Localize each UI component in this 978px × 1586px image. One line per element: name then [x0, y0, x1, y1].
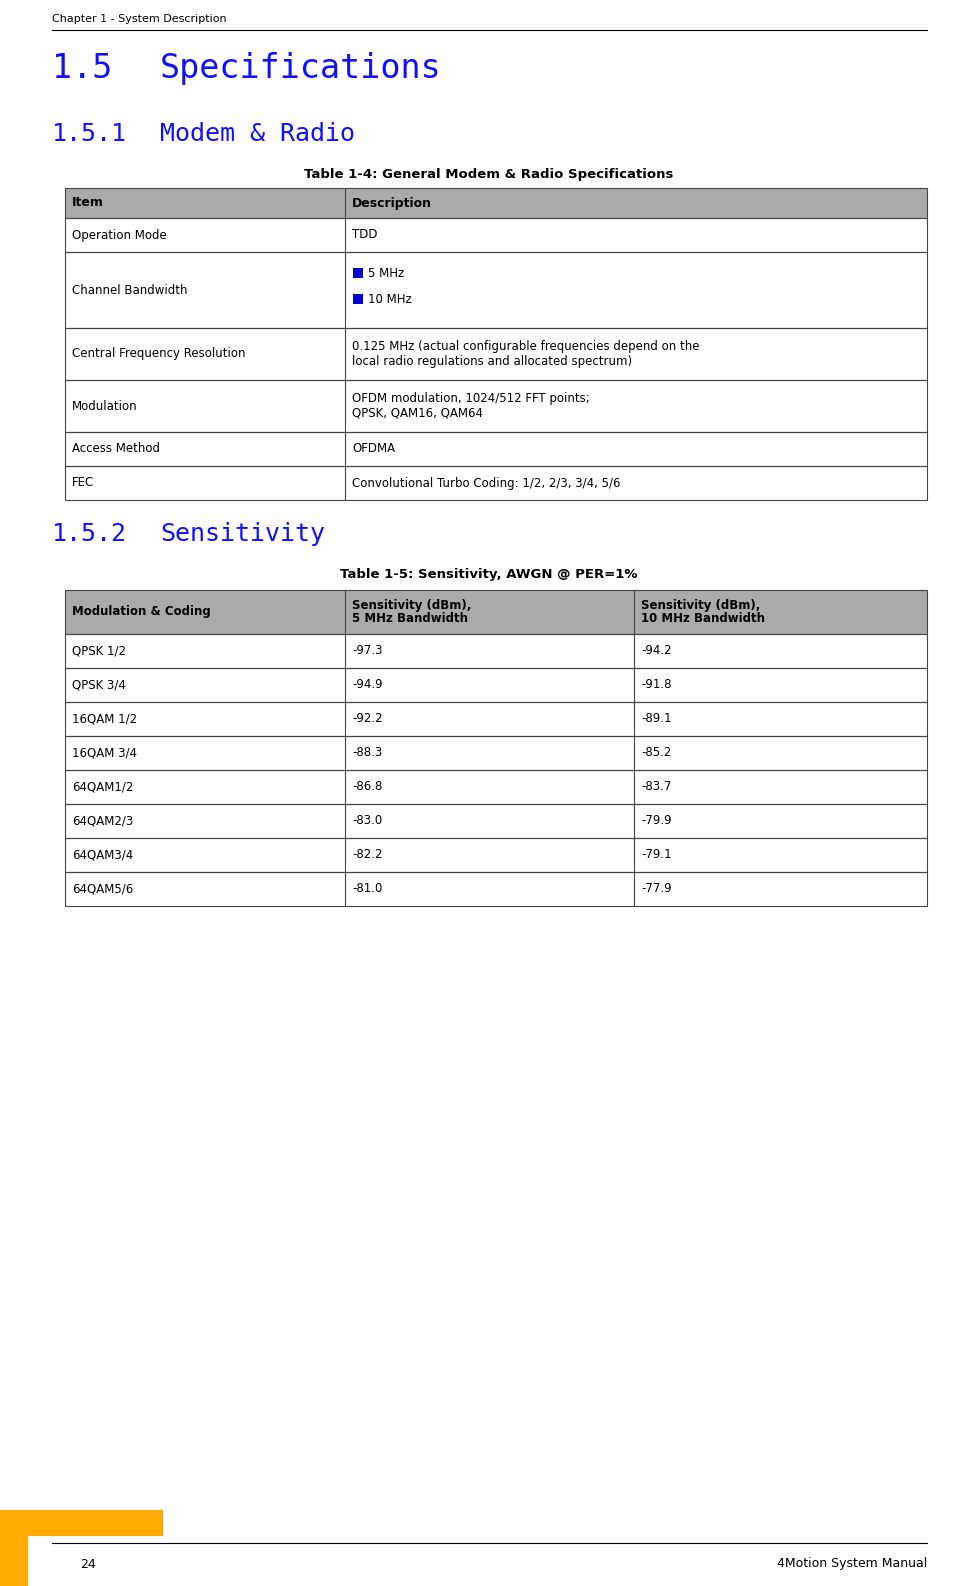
Bar [65, 328, 926, 381]
Bar [0, 1510, 162, 1535]
Text: 1.5.2: 1.5.2 [52, 522, 127, 546]
Bar [65, 466, 926, 500]
Text: 64QAM2/3: 64QAM2/3 [72, 815, 133, 828]
Text: OFDM modulation, 1024/512 FFT points;: OFDM modulation, 1024/512 FFT points; [352, 392, 590, 404]
Text: -94.2: -94.2 [641, 644, 671, 658]
Text: 64QAM1/2: 64QAM1/2 [72, 780, 133, 793]
Bar [65, 837, 926, 872]
Text: Table 1-4: General Modem & Radio Specifications: Table 1-4: General Modem & Radio Specifi… [304, 168, 673, 181]
Text: -83.7: -83.7 [641, 780, 671, 793]
Text: -82.2: -82.2 [352, 849, 382, 861]
Bar [65, 252, 926, 328]
Text: -79.9: -79.9 [641, 815, 671, 828]
Text: TDD: TDD [352, 228, 378, 241]
Bar [65, 736, 926, 769]
Text: Item: Item [72, 197, 104, 209]
Text: local radio regulations and allocated spectrum): local radio regulations and allocated sp… [352, 355, 632, 368]
Text: Chapter 1 - System Description: Chapter 1 - System Description [52, 14, 226, 24]
Text: -97.3: -97.3 [352, 644, 382, 658]
Bar [65, 189, 926, 217]
Text: 64QAM3/4: 64QAM3/4 [72, 849, 133, 861]
Text: -83.0: -83.0 [352, 815, 382, 828]
Text: 10 MHz Bandwidth: 10 MHz Bandwidth [641, 612, 764, 625]
Text: -89.1: -89.1 [641, 712, 671, 725]
Text: 4Motion System Manual: 4Motion System Manual [776, 1557, 926, 1570]
Text: Description: Description [352, 197, 431, 209]
Text: -86.8: -86.8 [352, 780, 382, 793]
Text: FEC: FEC [72, 476, 94, 490]
Text: QPSK 1/2: QPSK 1/2 [72, 644, 126, 658]
Bar [65, 668, 926, 703]
Text: -85.2: -85.2 [641, 747, 671, 760]
Bar [65, 703, 926, 736]
Text: Central Frequency Resolution: Central Frequency Resolution [72, 347, 245, 360]
Text: 5 MHz Bandwidth: 5 MHz Bandwidth [352, 612, 467, 625]
Bar [65, 590, 926, 634]
Text: 5 MHz: 5 MHz [368, 266, 404, 279]
Bar [353, 293, 363, 305]
Text: Sensitivity: Sensitivity [159, 522, 325, 546]
Text: QPSK 3/4: QPSK 3/4 [72, 679, 126, 691]
Text: 24: 24 [80, 1557, 96, 1570]
Text: 1.5: 1.5 [52, 52, 112, 86]
Text: -94.9: -94.9 [352, 679, 382, 691]
Text: 16QAM 3/4: 16QAM 3/4 [72, 747, 137, 760]
Text: 64QAM5/6: 64QAM5/6 [72, 882, 133, 896]
Text: Sensitivity (dBm),: Sensitivity (dBm), [641, 598, 760, 612]
Bar [65, 217, 926, 252]
Bar [65, 431, 926, 466]
Text: -88.3: -88.3 [352, 747, 382, 760]
Text: -77.9: -77.9 [641, 882, 671, 896]
Text: Table 1-5: Sensitivity, AWGN @ PER=1%: Table 1-5: Sensitivity, AWGN @ PER=1% [340, 568, 637, 580]
Text: 1.5.1: 1.5.1 [52, 122, 127, 146]
Bar [65, 769, 926, 804]
Text: Convolutional Turbo Coding: 1/2, 2/3, 3/4, 5/6: Convolutional Turbo Coding: 1/2, 2/3, 3/… [352, 476, 620, 490]
Text: Channel Bandwidth: Channel Bandwidth [72, 284, 188, 297]
Bar [65, 189, 926, 217]
Text: -91.8: -91.8 [641, 679, 671, 691]
Bar [65, 804, 926, 837]
Text: Operation Mode: Operation Mode [72, 228, 166, 241]
Text: -81.0: -81.0 [352, 882, 382, 896]
Bar [65, 634, 926, 668]
Bar [0, 1510, 28, 1586]
Text: 10 MHz: 10 MHz [368, 293, 412, 306]
Text: Modem & Radio: Modem & Radio [159, 122, 355, 146]
Text: Access Method: Access Method [72, 442, 159, 455]
Text: Specifications: Specifications [159, 52, 441, 86]
Text: QPSK, QAM16, QAM64: QPSK, QAM16, QAM64 [352, 408, 483, 420]
Text: Sensitivity (dBm),: Sensitivity (dBm), [352, 598, 471, 612]
Bar [65, 590, 926, 634]
Text: Modulation: Modulation [72, 400, 138, 412]
Text: 16QAM 1/2: 16QAM 1/2 [72, 712, 137, 725]
Bar [65, 872, 926, 906]
Text: OFDMA: OFDMA [352, 442, 395, 455]
Text: 0.125 MHz (actual configurable frequencies depend on the: 0.125 MHz (actual configurable frequenci… [352, 339, 699, 354]
Text: -92.2: -92.2 [352, 712, 382, 725]
Bar [65, 381, 926, 431]
Text: Modulation & Coding: Modulation & Coding [72, 606, 210, 619]
Text: -79.1: -79.1 [641, 849, 671, 861]
Bar [353, 268, 363, 278]
